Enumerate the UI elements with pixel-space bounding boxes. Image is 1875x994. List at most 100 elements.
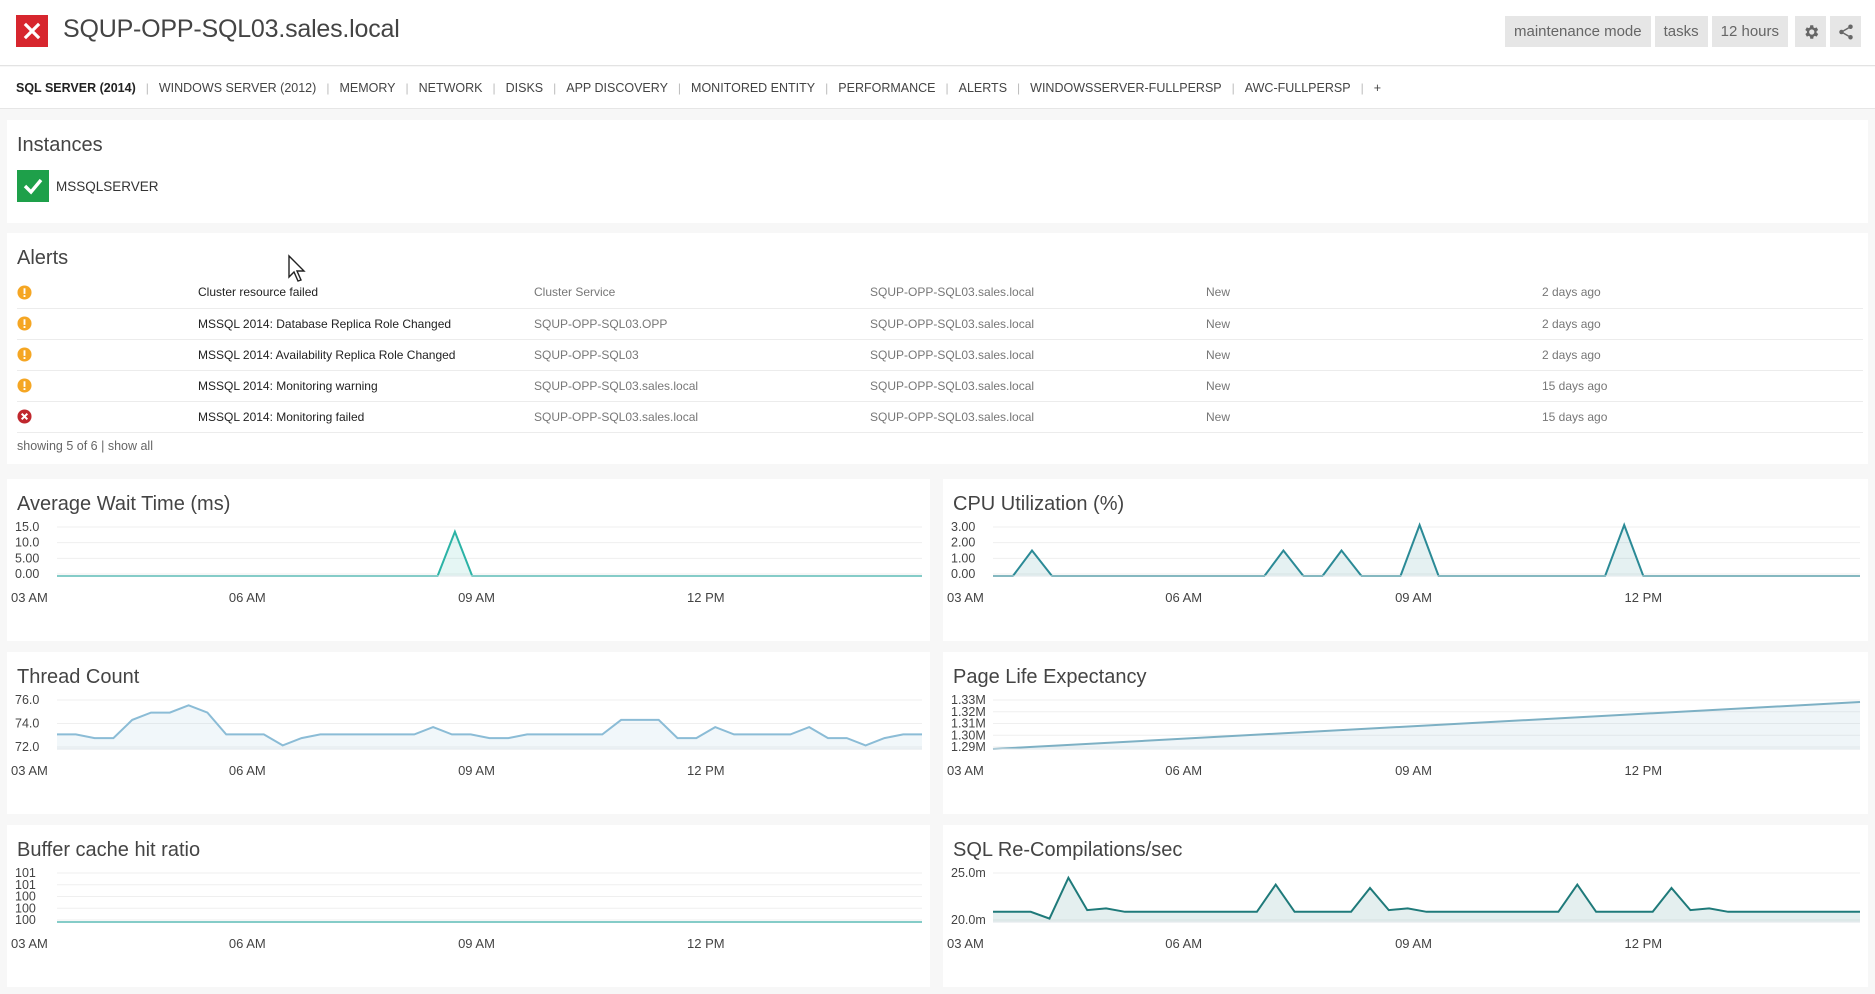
alerts-table: Cluster resource failed Cluster Service SQ… — [17, 277, 1863, 433]
tab-separator: | — [553, 80, 557, 95]
alerts-title: Alerts — [17, 247, 69, 269]
cpu-utilization-chart: 3.00 2.001.00 0.00 03 AM 06 AM 09 AM 12 PM — [947, 520, 1860, 605]
alert-name[interactable]: MSSQL 2014: Availability Replica Role Ch… — [198, 339, 534, 371]
alert-state: New — [1206, 370, 1542, 402]
tab-performance[interactable]: PERFORMANCE — [838, 80, 936, 95]
y-tick-label: 1.32M — [951, 705, 986, 719]
alert-name[interactable]: MSSQL 2014: Monitoring failed — [198, 401, 534, 433]
table-row[interactable]: MSSQL 2014: Monitoring failed SQUP-OPP-SQ… — [17, 401, 1863, 433]
x-tick-label: 03 AM — [947, 936, 984, 951]
chart-title: Buffer cache hit ratio — [17, 839, 201, 861]
x-tick-label: 09 AM — [458, 936, 495, 951]
instance-name[interactable]: MSSQLSERVER — [56, 178, 159, 194]
y-tick-label: 20.0m — [951, 913, 986, 927]
alert-age: 15 days ago — [1542, 370, 1863, 402]
x-tick-label: 12 PM — [687, 763, 725, 778]
x-tick-label: 09 AM — [1395, 590, 1432, 605]
y-tick-label: 76.0 — [15, 693, 39, 707]
tab-separator: | — [1017, 80, 1021, 95]
share-button[interactable] — [1830, 16, 1861, 47]
tab-separator: | — [405, 80, 409, 95]
alert-age: 2 days ago — [1542, 277, 1863, 309]
series-area — [993, 525, 1860, 576]
gear-icon — [1804, 24, 1818, 39]
y-tick-label: 5.00 — [15, 551, 39, 565]
series-area — [57, 705, 922, 749]
y-tick-label: 25.0m — [951, 866, 986, 880]
chart-panel-cpu: CPU Utilization (%) 3.00 2.00 1.00 0.00 03 A… — [943, 479, 1868, 641]
critical-status-icon — [16, 15, 48, 47]
show-all-link[interactable]: show all — [107, 439, 153, 453]
y-tick-label: 0.00 — [951, 567, 975, 581]
thread-count-chart: 76.0 74.0 72.0 03 AM 06 AM 09 AM 12 PM — [11, 693, 922, 778]
checkmark-icon — [23, 178, 43, 195]
y-tick-label: 101 — [15, 866, 36, 880]
tab-alerts[interactable]: ALERTS — [958, 80, 1008, 95]
alerts-count: showing 5 of 6 — [17, 439, 98, 453]
x-tick-label: 12 PM — [1625, 763, 1663, 778]
x-tick-label: 12 PM — [687, 936, 725, 951]
chart-title: Thread Count — [17, 666, 140, 688]
add-tab-button[interactable]: + — [1373, 80, 1381, 95]
alert-path: SQUP-OPP-SQL03.sales.local — [870, 277, 1206, 309]
series-area — [57, 531, 922, 576]
tasks-button[interactable]: tasks — [1654, 16, 1708, 47]
chart-title: CPU Utilization (%) — [953, 493, 1125, 515]
tab-monitored-entity[interactable]: MONITORED ENTITY — [691, 80, 816, 95]
y-tick-label: 72.0 — [15, 740, 39, 754]
tab-separator: | — [145, 80, 149, 95]
table-row[interactable]: MSSQL 2014: Availability Replica Role Ch… — [17, 339, 1863, 371]
x-tick-label: 03 AM — [947, 763, 984, 778]
x-tick-label: 03 AM — [11, 936, 48, 951]
alert-name[interactable]: MSSQL 2014: Monitoring warning — [198, 370, 534, 402]
x-tick-label: 09 AM — [1395, 936, 1432, 951]
settings-button[interactable] — [1795, 16, 1826, 47]
tab-app-discovery[interactable]: APP DISCOVERY — [566, 80, 668, 95]
series-area — [993, 877, 1860, 922]
severity-cell — [17, 308, 198, 340]
alert-name[interactable]: Cluster resource failed — [198, 277, 534, 309]
table-row[interactable]: MSSQL 2014: Monitoring warning SQUP-OPP-S… — [17, 370, 1863, 402]
severity-cell — [17, 277, 198, 309]
wait-time-chart: 15.0 10.05.00 0.00 03 AM 06 AM 09 AM 12 PM — [11, 520, 922, 605]
y-tick-label: 10.0 — [15, 536, 39, 550]
table-row[interactable]: Cluster resource failed Cluster Service SQ… — [17, 277, 1863, 309]
series-line — [993, 875, 1860, 920]
x-tick-label: 06 AM — [1165, 590, 1202, 605]
alert-name[interactable]: MSSQL 2014: Database Replica Role Change… — [198, 308, 534, 340]
instance-item[interactable]: MSSQLSERVER — [17, 170, 159, 202]
tab-network[interactable]: NETWORK — [418, 80, 483, 95]
y-tick-label: 1.33M — [951, 693, 986, 707]
time-range-button[interactable]: 12 hours — [1711, 16, 1788, 47]
x-tick-label: 09 AM — [458, 590, 495, 605]
severity-cell — [17, 370, 198, 402]
alert-age: 2 days ago — [1542, 308, 1863, 340]
tab-awc-fullpersp[interactable]: AWC-FULLPERSP — [1244, 80, 1351, 95]
tab-disks[interactable]: DISKS — [505, 80, 544, 95]
ok-status-icon — [17, 170, 49, 202]
y-tick-label: 3.00 — [951, 520, 975, 534]
footer-separator: | — [97, 439, 108, 453]
chart-panel-buffer: Buffer cache hit ratio 101 101 100 100 100 03… — [7, 825, 930, 987]
tab-separator: | — [1231, 80, 1235, 95]
series-line — [57, 704, 922, 747]
tab-sql-server[interactable]: SQL SERVER (2014) — [16, 80, 136, 95]
tab-windows-server[interactable]: WINDOWS SERVER (2012) — [158, 80, 317, 95]
y-tick-label: 1.30M — [951, 728, 986, 742]
chart-title: SQL Re-Compilations/sec — [953, 839, 1183, 861]
alerts-footer: showing 5 of 6 | show all — [17, 439, 153, 453]
chart-panel-wait-time: Average Wait Time (ms) 15.0 10.0 5.00 0.00 0… — [7, 479, 930, 641]
instances-title: Instances — [17, 134, 103, 156]
chart-panel-recomp: SQL Re-Compilations/sec 25.0m 20.0m 03 AM 0… — [943, 825, 1868, 987]
tab-memory[interactable]: MEMORY — [339, 80, 396, 95]
tab-windowsserver-fullpersp[interactable]: WINDOWSSERVER-FULLPERSP — [1030, 80, 1222, 95]
y-tick-label: 74.0 — [15, 717, 39, 731]
alert-source: SQUP-OPP-SQL03.sales.local — [534, 401, 870, 433]
maintenance-mode-button[interactable]: maintenance mode — [1505, 16, 1651, 47]
y-tick-label: 100 — [15, 901, 36, 915]
x-tick-label: 12 PM — [687, 590, 725, 605]
y-tick-label: 2.00 — [951, 536, 975, 550]
table-row[interactable]: MSSQL 2014: Database Replica Role Change… — [17, 308, 1863, 340]
x-tick-label: 12 PM — [1625, 590, 1663, 605]
